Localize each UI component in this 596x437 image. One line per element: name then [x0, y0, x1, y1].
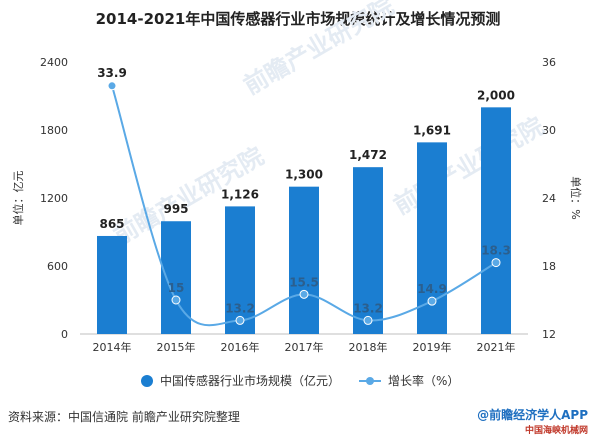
line-value-label: 18.3: [481, 244, 511, 258]
x-tick-label: 2015年: [157, 340, 196, 354]
x-tick-label: 2014年: [93, 340, 132, 354]
bar: [481, 107, 511, 334]
line-value-label: 15.5: [289, 275, 319, 289]
line-point: [299, 289, 309, 299]
line-point: [427, 296, 437, 306]
line-value-label: 15: [168, 281, 185, 295]
y-tick-label: 2400: [40, 56, 68, 69]
x-tick-label: 2017年: [285, 340, 324, 354]
y2-tick-label: 36: [542, 56, 556, 69]
line-series: 33.9 15 13.2 15.5 13.2 14.9 18.3: [97, 66, 511, 327]
line-point: [363, 315, 373, 325]
bar-value-label: 1,472: [349, 148, 387, 162]
line-value-label: 13.2: [353, 301, 383, 315]
y-tick-label: 1800: [40, 124, 68, 137]
y-tick-label: 600: [47, 260, 68, 273]
y2-tick-label: 12: [542, 328, 556, 341]
line-point: [235, 315, 245, 325]
legend: 中国传感器行业市场规模（亿元） 增长率（%）: [141, 373, 459, 388]
x-tick-label: 2016年: [221, 340, 260, 354]
y2-tick-label: 18: [542, 260, 556, 273]
legend-line-marker: [366, 377, 374, 385]
y-tick-label: 1200: [40, 192, 68, 205]
line-point: [107, 81, 117, 91]
bar-value-label: 865: [99, 217, 124, 231]
x-tick-label: 2018年: [349, 340, 388, 354]
bar-value-label: 1,691: [413, 123, 451, 137]
bar: [289, 186, 319, 334]
bar-value-label: 1,300: [285, 168, 323, 182]
line-point: [491, 258, 501, 268]
legend-bar-label: 中国传感器行业市场规模（亿元）: [160, 373, 340, 388]
y-tick-label: 0: [61, 328, 68, 341]
chart-title: 2014-2021年中国传感器行业市场规模统计及增长情况预测: [95, 10, 501, 28]
footer-source: 资料来源：中国信通院 前瞻产业研究院整理: [8, 410, 240, 424]
bar-value-label: 1,126: [221, 187, 259, 201]
y2-tick-label: 24: [542, 192, 556, 205]
bar: [353, 167, 383, 334]
line-value-label: 14.9: [417, 282, 447, 296]
line-value-label: 33.9: [97, 66, 127, 80]
legend-bar-swatch: [141, 375, 153, 387]
watermark-text: 前瞻产业研究院: [239, 0, 398, 100]
line-point: [171, 295, 181, 305]
bar-value-label: 995: [163, 202, 188, 216]
bar: [97, 235, 127, 334]
y2-axis-title: 单位：%: [569, 176, 583, 219]
footer-brand: @前瞻经济学人APP: [477, 406, 588, 423]
legend-line-label: 增长率（%）: [388, 373, 459, 388]
y2-tick-label: 30: [542, 124, 556, 137]
x-tick-label: 2019年: [413, 340, 452, 354]
footer-site: 中国海峡机械网: [524, 426, 588, 436]
line-value-label: 13.2: [225, 301, 255, 315]
x-tick-label: 2021年: [477, 340, 516, 354]
bar-value-label: 2,000: [477, 88, 515, 102]
brand-mark: @前瞻经济学人APP: [477, 408, 588, 422]
bar: [225, 206, 255, 334]
y-axis-title: 单位：亿元: [11, 171, 25, 226]
bar-series: 865 995 1,126 1,300 1,472 1,691 2,000: [97, 88, 515, 334]
